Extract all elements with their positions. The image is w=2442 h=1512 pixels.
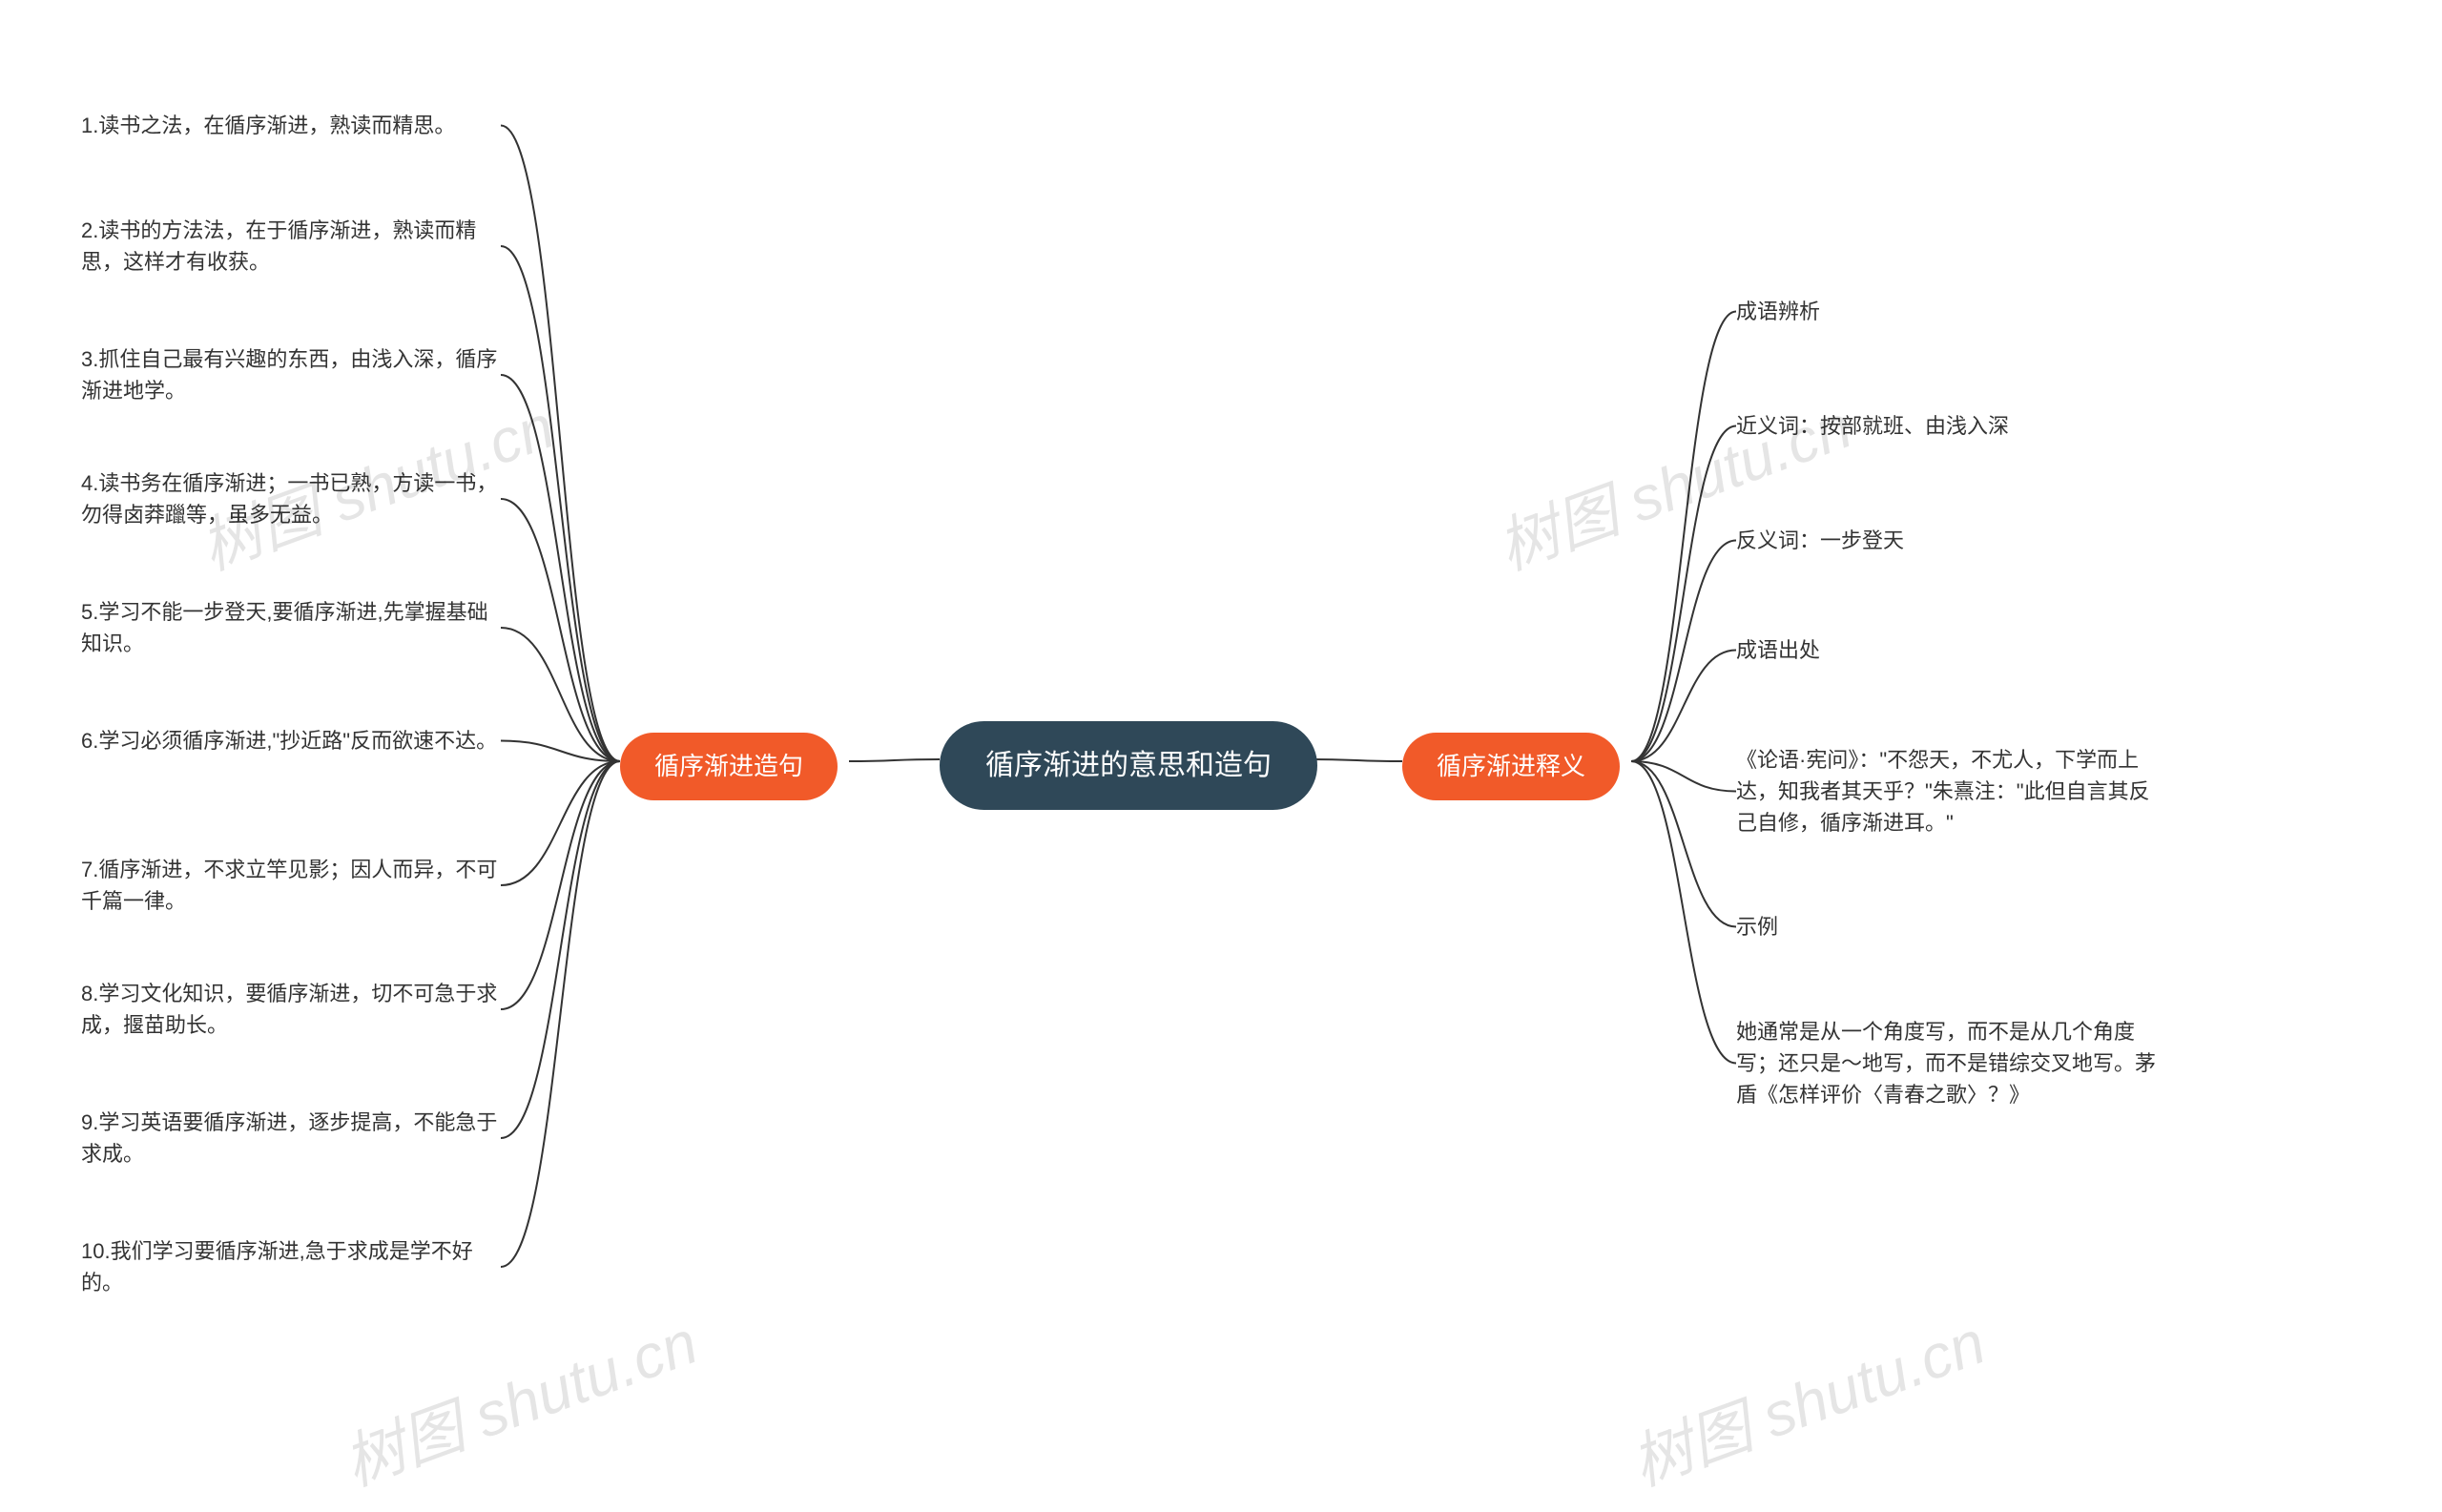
mindmap-canvas: 循序渐进的意思和造句 循序渐进造句 循序渐进释义 1.读书之法，在循序渐进，熟读… [0, 0, 2442, 1512]
center-node: 循序渐进的意思和造句 [940, 721, 1317, 810]
left-leaf-10: 10.我们学习要循序渐进,急于求成是学不好的。 [81, 1235, 501, 1298]
watermark: 树图 shutu.cn [1618, 1294, 1996, 1502]
right-leaf-7: 她通常是从一个角度写，而不是从几个角度写；还只是～地写，而不是错综交叉地写。茅盾… [1736, 1016, 2156, 1110]
right-leaf-4: 成语出处 [1736, 634, 1820, 666]
left-branch-node: 循序渐进造句 [620, 733, 838, 800]
right-branch-node: 循序渐进释义 [1402, 733, 1620, 800]
right-leaf-5: 《论语·宪问》："不怨天，不尤人，下学而上达，知我者其天乎？"朱熹注："此但自言… [1736, 744, 2156, 839]
left-leaf-4: 4.读书务在循序渐进；一书已熟，方读一书，勿得卤莽躐等，虽多无益。 [81, 467, 501, 530]
left-leaf-9: 9.学习英语要循序渐进，逐步提高，不能急于求成。 [81, 1107, 501, 1170]
left-leaf-5: 5.学习不能一步登天,要循序渐进,先掌握基础知识。 [81, 596, 501, 659]
left-leaf-7: 7.循序渐进，不求立竿见影；因人而异，不可千篇一律。 [81, 854, 501, 917]
right-leaf-1: 成语辨析 [1736, 296, 1820, 327]
left-leaf-3: 3.抓住自己最有兴趣的东西，由浅入深，循序渐进地学。 [81, 343, 501, 406]
left-leaf-2: 2.读书的方法法，在于循序渐进，熟读而精思，这样才有收获。 [81, 215, 501, 278]
right-leaf-6: 示例 [1736, 911, 1778, 942]
right-leaf-2: 近义词：按部就班、由浅入深 [1736, 410, 2009, 442]
right-leaf-3: 反义词：一步登天 [1736, 525, 1904, 556]
watermark: 树图 shutu.cn [330, 1294, 708, 1502]
left-leaf-8: 8.学习文化知识，要循序渐进，切不可急于求成，揠苗助长。 [81, 978, 501, 1041]
left-leaf-1: 1.读书之法，在循序渐进，熟读而精思。 [81, 110, 455, 141]
left-leaf-6: 6.学习必须循序渐进,"抄近路"反而欲速不达。 [81, 725, 497, 756]
